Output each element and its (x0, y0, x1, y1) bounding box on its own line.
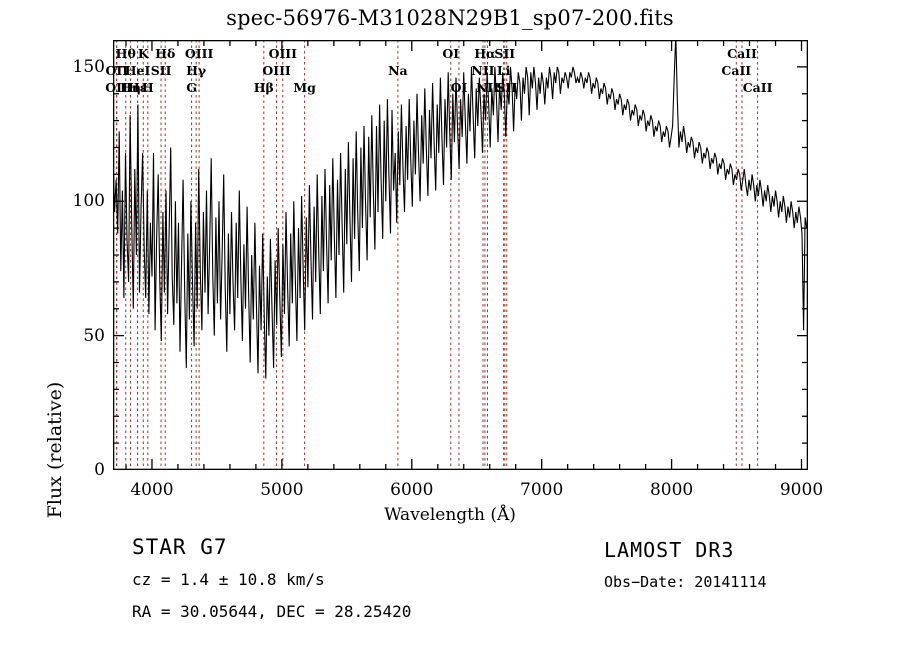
line-label-H: H (141, 80, 154, 95)
x-tick-label: 6000 (390, 480, 434, 500)
line-label-Li: Li (496, 63, 511, 78)
line-label-Hε: Hε (127, 80, 148, 95)
line-label-Hθ: Hθ (115, 46, 136, 61)
line-label-OI: OI (450, 80, 468, 95)
line-label-OII: OII (105, 80, 128, 95)
line-label-OII: OII (105, 63, 129, 78)
line-label-SII: SII (496, 80, 518, 95)
x-tick-label: 4000 (130, 480, 174, 500)
line-label-OI: OI (442, 46, 460, 61)
line-label-G: G (186, 80, 197, 95)
line-label-CaII: CaII (742, 80, 773, 95)
line-label-OIII: OIII (262, 63, 291, 78)
line-label-SII: SII (494, 46, 516, 61)
y-tick-label: 150 (72, 56, 105, 77)
line-label-SII: SII (150, 63, 172, 78)
line-label-Hη: Hη (120, 80, 141, 95)
line-label-Hα: Hα (474, 46, 496, 61)
survey-name: LAMOST DR3 (604, 538, 735, 562)
line-label-OIII: OIII (268, 46, 297, 61)
x-axis-label: Wavelength (Å) (384, 505, 516, 525)
page-title: spec-56976-M31028N29B1_sp07-200.fits (226, 6, 674, 30)
object-class: STAR G7 (132, 535, 228, 559)
x-tick-label: 7000 (520, 480, 564, 500)
line-label-NII: NII (471, 63, 495, 78)
y-tick-label: 0 (94, 460, 105, 480)
line-label-Hγ: Hγ (186, 63, 207, 78)
plot-area (113, 40, 808, 470)
line-label-NII: NII (475, 80, 500, 95)
line-label-Mg: Mg (293, 80, 316, 95)
line-label-K: K (137, 46, 149, 61)
line-label-OIII: OIII (184, 46, 214, 61)
obs-date: Obs−Date: 20141114 (604, 573, 767, 591)
y-tick-label: 100 (72, 191, 105, 212)
coordinates: RA = 30.05644, DEC = 28.25420 (132, 602, 412, 621)
line-label-CaII: CaII (727, 46, 757, 61)
spectrum-svg (113, 40, 808, 470)
x-tick-label: 5000 (260, 480, 304, 500)
redshift-text: cz = 1.4 ± 10.8 km/s (132, 570, 325, 589)
line-label-CaII: CaII (721, 63, 752, 78)
line-label-Hβ: Hβ (253, 80, 274, 95)
x-tick-label: 8000 (649, 480, 694, 500)
line-markers (116, 40, 759, 470)
x-tick-label: 9000 (779, 480, 824, 500)
line-label-Hδ: Hδ (155, 46, 176, 61)
plot-frame (113, 40, 808, 470)
line-label-HeI: HeI (124, 63, 151, 78)
y-tick-label: 50 (83, 325, 105, 346)
line-label-Na: Na (388, 63, 408, 78)
spectrum-trace (113, 40, 808, 379)
